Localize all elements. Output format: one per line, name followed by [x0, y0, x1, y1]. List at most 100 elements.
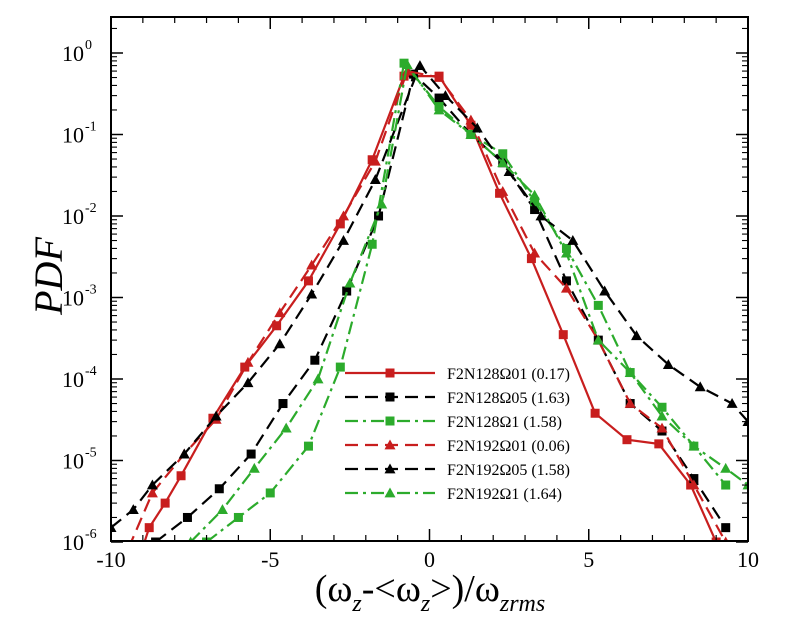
y-tick-exponent: -1 [85, 120, 97, 135]
data-point [233, 512, 243, 522]
data-point [312, 373, 324, 384]
series-5 [111, 60, 748, 533]
data-point [497, 185, 509, 196]
data-point [558, 330, 568, 340]
data-point [335, 219, 345, 229]
data-point [530, 197, 540, 207]
data-point [465, 114, 477, 125]
data-point [369, 174, 381, 184]
data-point [529, 247, 541, 258]
data-point [631, 330, 643, 341]
data-point [132, 562, 141, 571]
data-point [306, 259, 318, 270]
data-point [374, 211, 384, 221]
legend-item: F2N128Ω1 (1.58) [345, 414, 562, 431]
data-point [338, 235, 350, 245]
legend-item: F2N192Ω01 (0.06) [345, 438, 570, 455]
data-point [182, 512, 192, 522]
data-point [146, 487, 158, 498]
data-point [242, 377, 254, 388]
legend-marker [385, 368, 395, 378]
data-point [265, 488, 275, 498]
data-point [176, 471, 186, 481]
data-point [240, 362, 250, 372]
data-point [497, 157, 509, 168]
data-point [338, 210, 350, 221]
y-tick-exponent: -5 [85, 446, 97, 461]
y-tick-exponent: -2 [85, 201, 97, 216]
y-tick-label: 10 [62, 286, 84, 311]
data-point [561, 276, 571, 286]
legend-label: F2N192Ω1 (1.64) [447, 486, 562, 503]
y-tick-label: 10 [62, 367, 84, 392]
data-point [656, 410, 668, 421]
data-point [433, 72, 445, 82]
data-point [590, 408, 600, 418]
data-point [342, 286, 352, 296]
legend-item: F2N192Ω05 (1.58) [345, 462, 570, 479]
data-point [530, 205, 540, 215]
data-point [721, 523, 731, 533]
data-point [560, 247, 572, 258]
x-axis-title-sub3: zrms [499, 591, 545, 617]
data-point [599, 285, 611, 296]
data-point [657, 402, 667, 412]
y-tick-label: 10 [62, 449, 84, 474]
data-point [622, 435, 632, 445]
data-point [592, 334, 604, 345]
data-point [654, 439, 664, 449]
data-point [624, 367, 636, 377]
data-point [465, 129, 477, 139]
legend-marker [385, 416, 395, 426]
legend-label: F2N128Ω1 (1.58) [447, 414, 562, 431]
data-point [656, 422, 668, 433]
series-line [111, 63, 748, 529]
data-point [434, 93, 444, 103]
data-point [726, 398, 738, 408]
data-point [471, 122, 483, 133]
legend-label: F2N192Ω01 (0.06) [447, 438, 570, 455]
x-tick-label: -5 [261, 547, 279, 572]
legend-marker [384, 487, 396, 498]
data-point [721, 480, 731, 490]
legend-item: F2N192Ω1 (1.64) [345, 486, 562, 503]
legend-label: F2N128Ω01 (0.17) [447, 366, 570, 383]
data-point [498, 149, 508, 159]
data-point [688, 440, 700, 451]
data-point [720, 462, 732, 473]
legend-label: F2N128Ω05 (1.63) [447, 390, 570, 407]
data-point [723, 536, 729, 541]
data-point [151, 537, 161, 541]
x-tick-label: 0 [424, 547, 435, 572]
x-axis-title-part3: >)/ω [430, 568, 500, 610]
data-point [310, 355, 320, 365]
x-axis-title-sub2: z [420, 591, 431, 617]
data-point [376, 198, 388, 209]
data-point [127, 504, 139, 514]
x-axis-title-sub1: z [351, 591, 362, 617]
data-point [188, 536, 194, 541]
data-point [401, 59, 413, 70]
data-point [689, 474, 699, 484]
data-point [526, 254, 536, 264]
data-point [246, 449, 256, 459]
x-tick-label: -10 [96, 547, 125, 572]
data-point [369, 155, 381, 166]
x-axis-title-part2: -<ω [362, 568, 421, 610]
data-point [593, 300, 603, 310]
data-point [688, 479, 700, 490]
data-point [303, 441, 313, 451]
data-point [303, 276, 313, 286]
data-point [439, 90, 451, 101]
data-point [335, 362, 345, 372]
data-point [278, 399, 288, 409]
data-point [210, 410, 222, 421]
data-point [306, 288, 318, 299]
x-axis-title-part1: (ω [315, 568, 353, 610]
data-point [214, 484, 224, 494]
x-tick-label: 10 [737, 547, 759, 572]
x-tick-label: 5 [583, 547, 594, 572]
data-point [242, 356, 254, 367]
